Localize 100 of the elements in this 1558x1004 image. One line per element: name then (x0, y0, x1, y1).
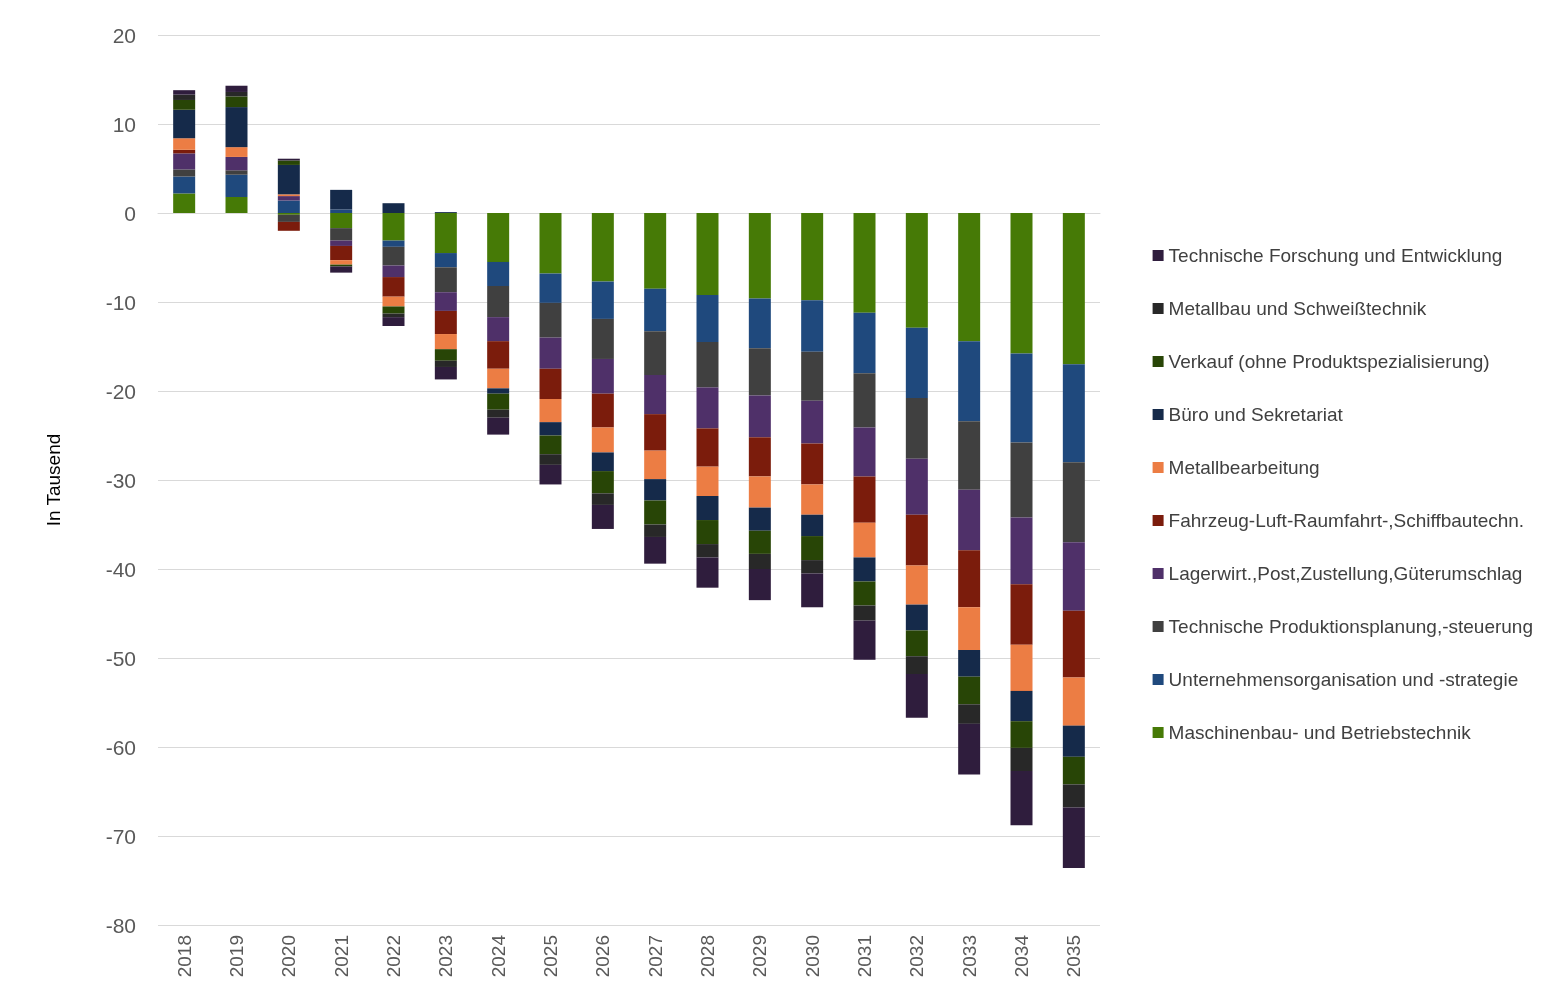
bar (853, 522, 876, 558)
bar (487, 409, 510, 418)
y-tick-label: -50 (105, 646, 136, 670)
bar (696, 544, 719, 558)
bar (539, 464, 562, 485)
bar (173, 153, 196, 170)
bar (958, 704, 981, 724)
legend-label: Technische Forschung und Entwicklung (1168, 245, 1503, 266)
y-axis-title: In Tausend (43, 433, 64, 527)
bar (382, 296, 405, 307)
bar (1010, 584, 1033, 645)
bar (330, 228, 353, 241)
bar (696, 557, 719, 588)
bar (748, 553, 771, 569)
bar (905, 674, 928, 718)
bar (1062, 610, 1085, 678)
bar (801, 484, 824, 515)
bar (958, 649, 981, 677)
x-tick-label: 2034 (1011, 934, 1032, 978)
bar (330, 209, 353, 213)
x-tick-label: 2029 (749, 935, 771, 978)
bar (1010, 721, 1033, 748)
bar (487, 388, 510, 394)
bar (958, 489, 981, 551)
bar (644, 374, 667, 415)
bar (1010, 442, 1033, 518)
bar (487, 368, 510, 389)
bar (225, 85, 248, 92)
legend-label: Büro und Sekretariat (1168, 404, 1344, 425)
bar (958, 607, 981, 650)
bar (853, 581, 876, 606)
x-tick-label: 2025 (540, 935, 561, 978)
bar (801, 573, 824, 608)
bar (958, 421, 981, 490)
bar (644, 500, 667, 525)
bar (958, 550, 981, 608)
bar (748, 395, 771, 438)
bar (905, 565, 928, 605)
bar (173, 176, 196, 194)
bar (382, 203, 405, 213)
bar (644, 414, 667, 451)
bar (225, 96, 248, 108)
x-tick-label: 2033 (958, 935, 980, 978)
bar (958, 723, 981, 775)
bar (1010, 690, 1033, 722)
bar (853, 373, 876, 428)
bar (591, 427, 614, 453)
x-tick-label: 2028 (697, 935, 718, 978)
bar (382, 265, 405, 278)
bar (487, 285, 510, 318)
bar (173, 193, 196, 213)
bar (173, 109, 196, 139)
bar (696, 213, 719, 295)
bar (1010, 517, 1033, 585)
bar (277, 164, 300, 195)
bar (958, 213, 981, 342)
bar (1062, 756, 1085, 785)
bar (591, 213, 614, 282)
bar (801, 560, 824, 574)
x-tick-label: 2032 (906, 935, 928, 978)
bar (591, 318, 614, 359)
bar (173, 94, 196, 100)
bar (173, 99, 196, 110)
bar (487, 393, 510, 410)
bar (1010, 747, 1033, 772)
x-tick-label: 2019 (226, 935, 247, 978)
bar (1062, 807, 1085, 869)
bar (748, 213, 771, 299)
bar (539, 273, 562, 303)
legend-label: Maschinenbau- und Betriebstechnik (1168, 722, 1472, 743)
bar (905, 213, 928, 328)
legend-label: Lagerwirt.,Post,Zustellung,Güterumschlag (1168, 563, 1523, 584)
bar (748, 530, 771, 554)
bar (1062, 784, 1085, 808)
bar (905, 514, 928, 566)
bar (853, 312, 876, 374)
bar (225, 91, 248, 97)
bar (434, 310, 457, 335)
bar (591, 493, 614, 505)
y-tick-label: -80 (105, 913, 136, 937)
bar (225, 156, 248, 171)
bar (748, 569, 771, 601)
x-tick-label: 2035 (1063, 935, 1085, 978)
bar (801, 443, 824, 485)
x-tick-label: 2018 (173, 935, 195, 978)
bar (958, 341, 981, 422)
bar (748, 348, 771, 396)
x-tick-label: 2026 (592, 935, 614, 978)
x-tick-label: 2022 (383, 935, 404, 978)
bar (277, 200, 300, 213)
bar (382, 246, 405, 266)
bar (539, 435, 562, 455)
bar (225, 107, 248, 148)
bar (591, 358, 614, 394)
bar (853, 620, 876, 660)
x-tick-label: 2024 (487, 934, 509, 978)
bar (905, 327, 928, 399)
bar (905, 630, 928, 657)
bar (644, 450, 667, 480)
bar (434, 349, 457, 361)
